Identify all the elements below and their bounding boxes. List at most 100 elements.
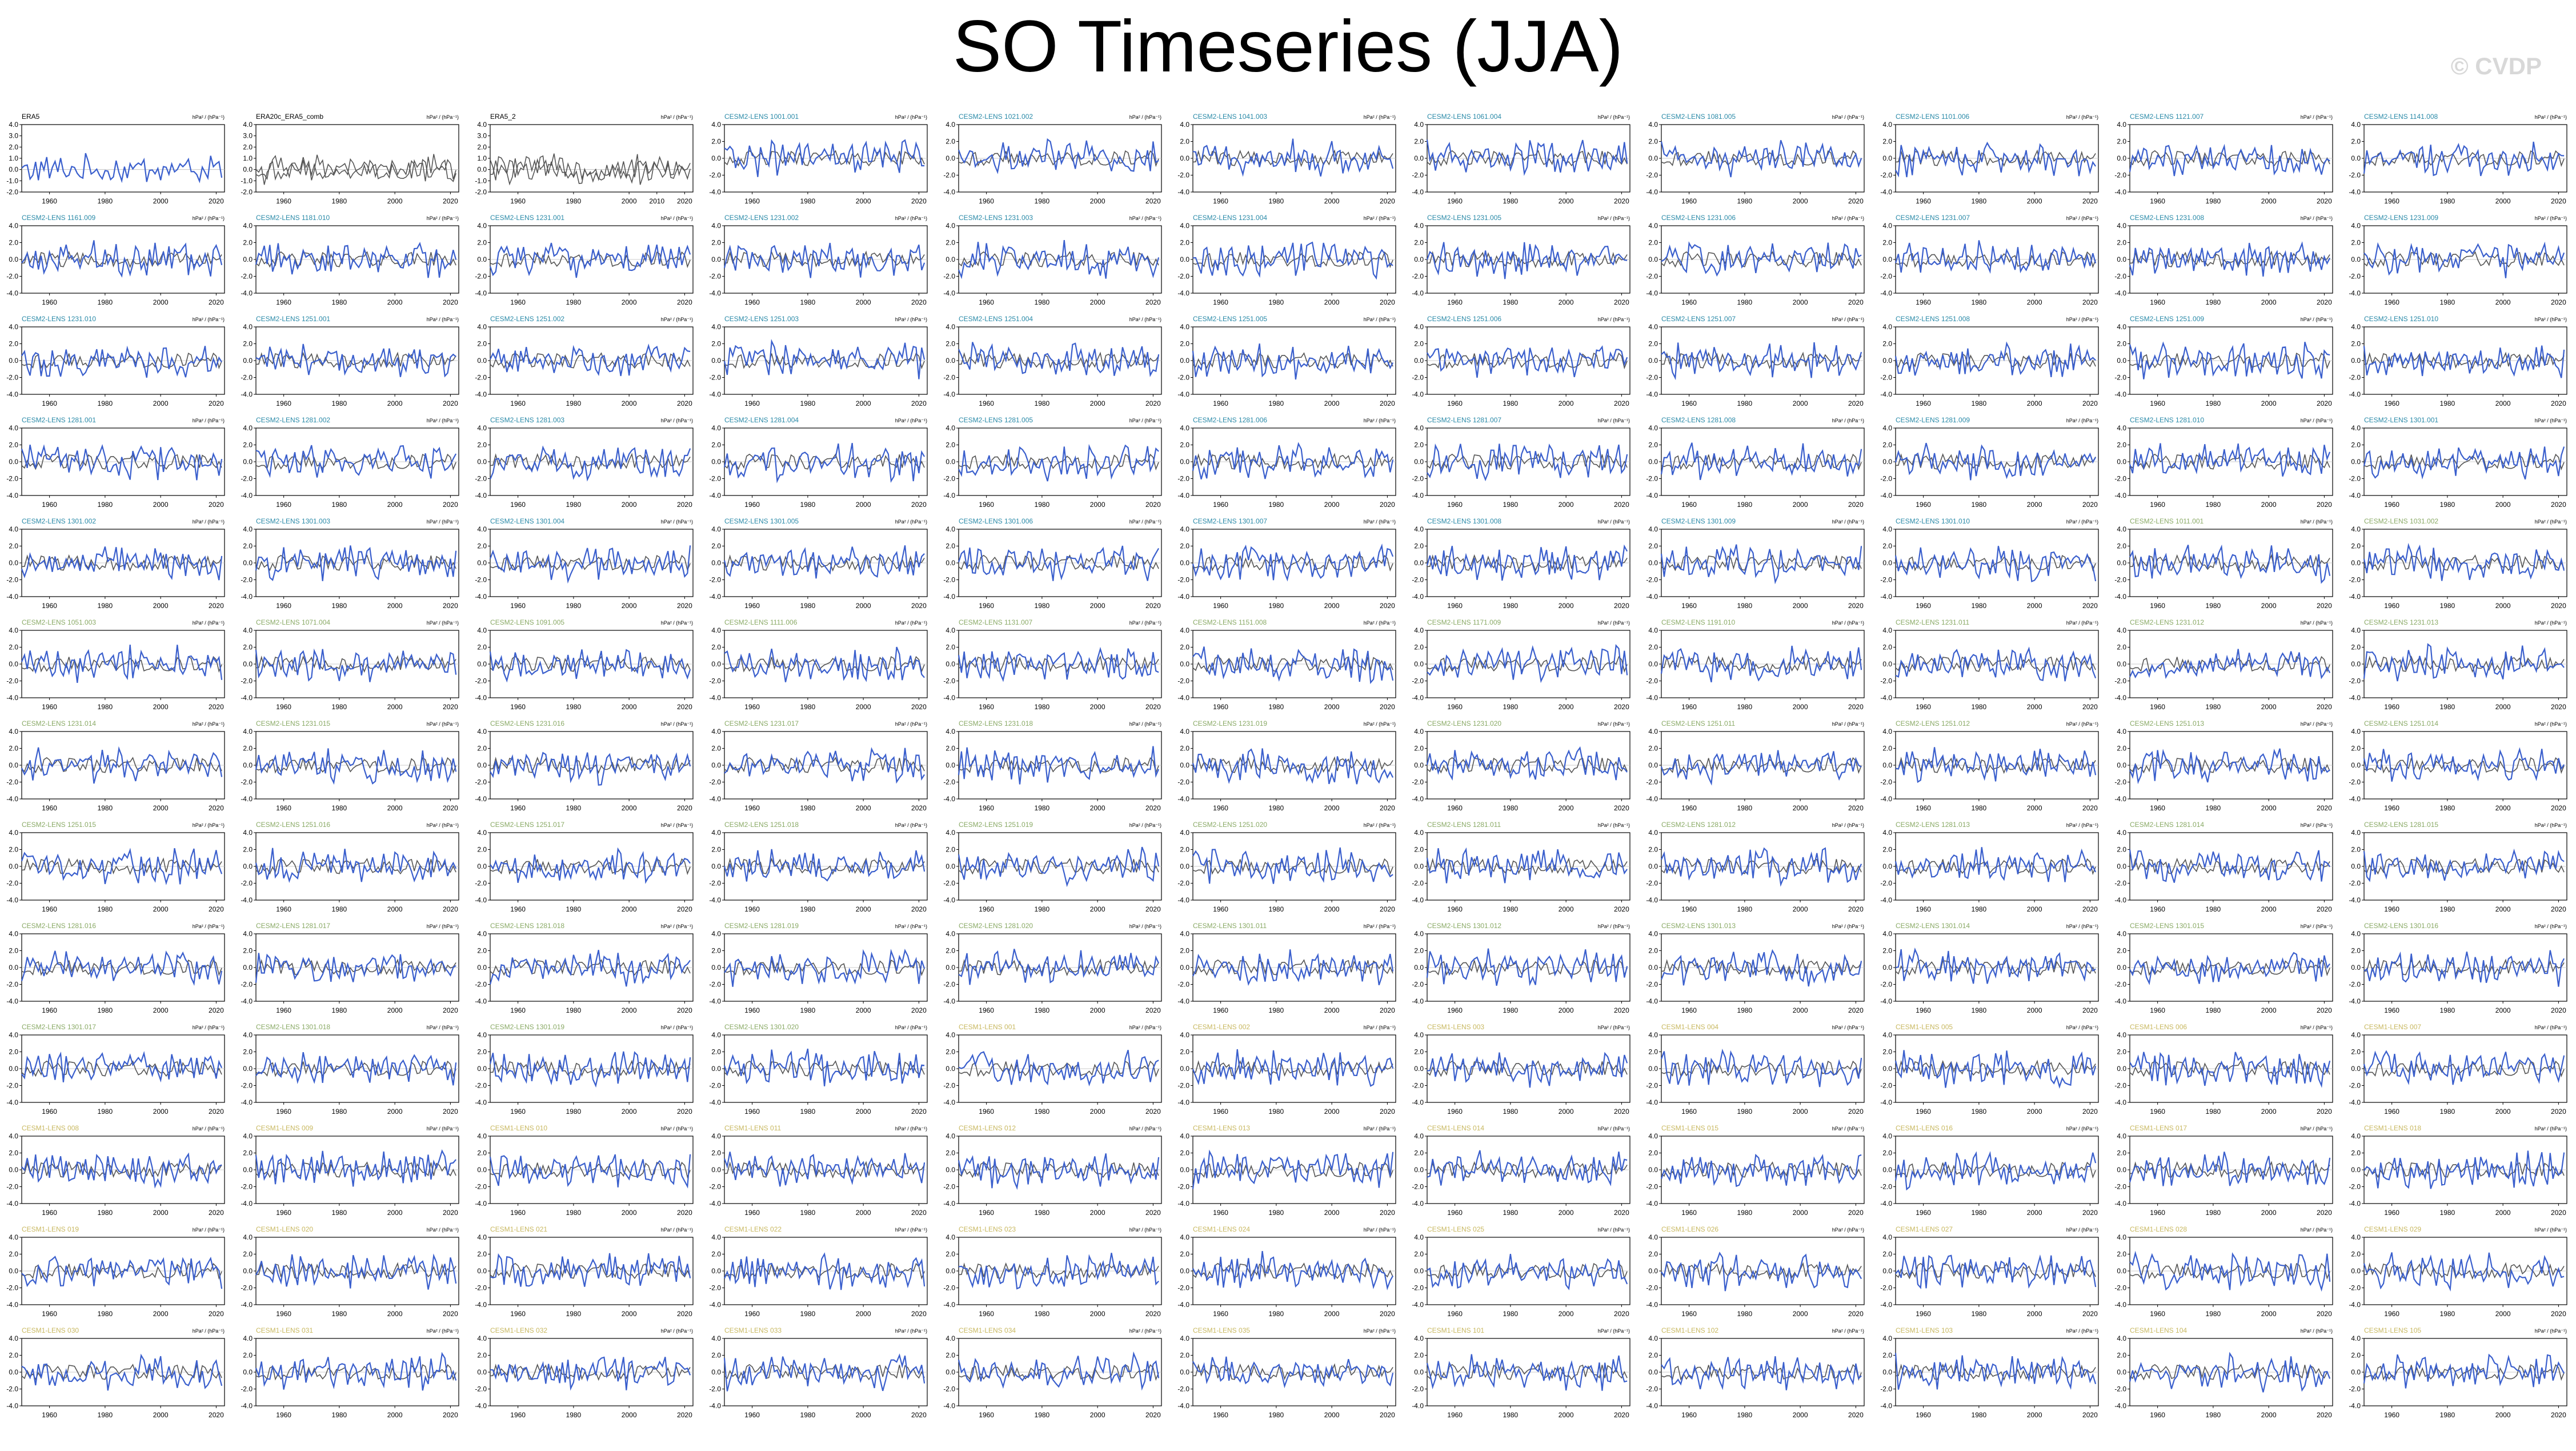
x-tick-label: 1960 [2384,602,2399,610]
reference-series-line [2129,857,2330,876]
x-tick-label: 1980 [800,298,816,306]
x-tick-label: 2000 [1793,1411,1808,1419]
panel-title: CESM1-LENS 009 [256,1124,313,1132]
panel-title: CESM2-LENS 1251.004 [959,315,1033,323]
y-tick-label: 4.0 [243,1334,253,1342]
timeseries-panel: CESM1-LENS 003 hPa² / (hPa⁻¹)-4.0-2.00.02… [1412,1023,1630,1116]
y-tick-label: 0.0 [946,862,955,870]
series-line [2129,748,2330,785]
panel-title: CESM2-LENS 1281.014 [2130,821,2204,829]
y-tick-label: 4.0 [9,626,18,634]
panel-title: CESM2-LENS 1301.019 [490,1023,564,1031]
x-tick-label: 2000 [2261,804,2277,812]
panel-units: hPa² / (hPa⁻¹) [1598,1227,1630,1233]
x-tick-label: 1980 [1269,1209,1284,1217]
timeseries-panel: CESM2-LENS 1301.002 hPa² / (hPa⁻¹)-4.0-2.… [6,517,225,610]
x-tick-label: 1980 [332,197,347,205]
y-tick-label: -2.0 [2114,576,2126,584]
x-tick-label: 1980 [2206,298,2221,306]
y-tick-label: 4.0 [477,930,487,938]
y-tick-label: 4.0 [1180,1233,1189,1241]
y-tick-label: -2.0 [241,981,253,989]
series-line [1426,544,1628,581]
series-line [723,1252,926,1290]
y-tick-label: 0.0 [1882,357,1892,365]
panel-title: CESM1-LENS 012 [959,1124,1016,1132]
timeseries-panel: CESM2-LENS 1251.020 hPa² / (hPa⁻¹)-4.0-2.… [1177,821,1396,913]
y-tick-label: -4.0 [1880,1301,1892,1309]
y-tick-label: -2.0 [2349,880,2361,888]
x-tick-label: 2000 [1090,602,1105,610]
panel-title: CESM2-LENS 1231.017 [724,719,799,728]
x-tick-label: 1980 [1503,1310,1519,1318]
y-tick-label: 4.0 [711,121,721,129]
y-tick-label: 0.0 [1882,154,1892,162]
x-tick-label: 1960 [1213,298,1228,306]
y-tick-label: 0.0 [477,1166,487,1174]
y-tick-label: -4.0 [943,491,955,499]
y-tick-label: 2.0 [9,340,18,348]
x-tick-label: 1980 [1972,905,1987,913]
y-tick-label: 0.0 [946,559,955,567]
y-tick-label: 2.0 [9,643,18,651]
x-tick-label: 1960 [510,298,526,306]
series-line [2129,1052,2331,1088]
series-line [1660,1048,1862,1088]
series-line [2363,543,2565,581]
panel-units: hPa² / (hPa⁻¹) [1832,114,1864,120]
y-tick-label: 0.0 [1882,761,1892,769]
y-tick-label: 0.0 [2117,559,2126,567]
y-tick-label: -2.0 [709,677,721,685]
timeseries-panel: CESM1-LENS 018 hPa² / (hPa⁻¹)-4.0-2.00.02… [2349,1124,2567,1217]
x-tick-label: 1960 [1213,399,1228,407]
x-tick-label: 2000 [856,298,871,306]
x-tick-label: 2020 [209,804,224,812]
timeseries-panel: CESM1-LENS 019 hPa² / (hPa⁻¹)-4.0-2.00.02… [6,1225,225,1318]
y-tick-label: 0.0 [2117,458,2126,466]
y-tick-label: 0.0 [711,255,721,263]
series-line [2363,747,2565,782]
x-tick-label: 2000 [856,1108,871,1116]
x-tick-label: 1980 [2206,804,2221,812]
timeseries-panel: CESM2-LENS 1301.012 hPa² / (hPa⁻¹)-4.0-2.… [1412,922,1630,1014]
y-tick-label: -2.0 [709,1284,721,1292]
timeseries-panel: CESM2-LENS 1301.006 hPa² / (hPa⁻¹)-4.0-2.… [943,517,1162,610]
series-line [1427,644,1628,683]
x-tick-label: 2020 [1380,298,1395,306]
x-tick-label: 1960 [1916,1411,1931,1419]
x-tick-label: 1980 [332,602,347,610]
y-tick-label: -2.0 [6,475,18,483]
y-tick-label: -2.0 [2349,1082,2361,1090]
y-tick-label: -4.0 [2114,1301,2126,1309]
y-tick-label: 2.0 [1882,947,1892,955]
x-tick-label: 2000 [1324,804,1340,812]
x-tick-label: 1960 [1213,197,1228,205]
x-tick-label: 1960 [1213,1108,1228,1116]
reference-series-line [958,1262,1159,1280]
y-tick-label: -4.0 [1177,997,1189,1005]
x-tick-label: 1960 [276,298,291,306]
y-tick-label: -4.0 [1177,795,1189,803]
y-tick-label: 4.0 [9,829,18,837]
panel-title: CESM2-LENS 1231.013 [2364,618,2438,626]
x-tick-label: 1980 [98,197,113,205]
x-tick-label: 2020 [209,1209,224,1217]
series-line [2129,1152,2331,1186]
x-tick-label: 1960 [276,197,291,205]
x-tick-label: 2020 [443,1411,458,1419]
y-tick-label: 2.0 [946,441,955,449]
y-tick-label: 2.0 [1648,1352,1658,1360]
x-tick-label: 2020 [2082,197,2098,205]
x-tick-label: 1960 [42,399,57,407]
y-tick-label: -4.0 [1880,593,1892,601]
panel-frame [21,124,225,193]
y-tick-label: -4.0 [1412,390,1424,398]
y-tick-label: -4.0 [2114,694,2126,702]
y-tick-label: -2.0 [1177,1385,1189,1393]
y-tick-label: 4.0 [711,829,721,837]
panel-title: CESM2-LENS 1251.011 [1661,719,1736,728]
x-tick-label: 1960 [1213,602,1228,610]
y-tick-label: 2.0 [2117,1149,2126,1157]
timeseries-panel: CESM2-LENS 1251.003 hPa² / (hPa⁻¹)-4.0-2.… [709,315,928,407]
y-tick-label: 0.0 [243,660,253,668]
